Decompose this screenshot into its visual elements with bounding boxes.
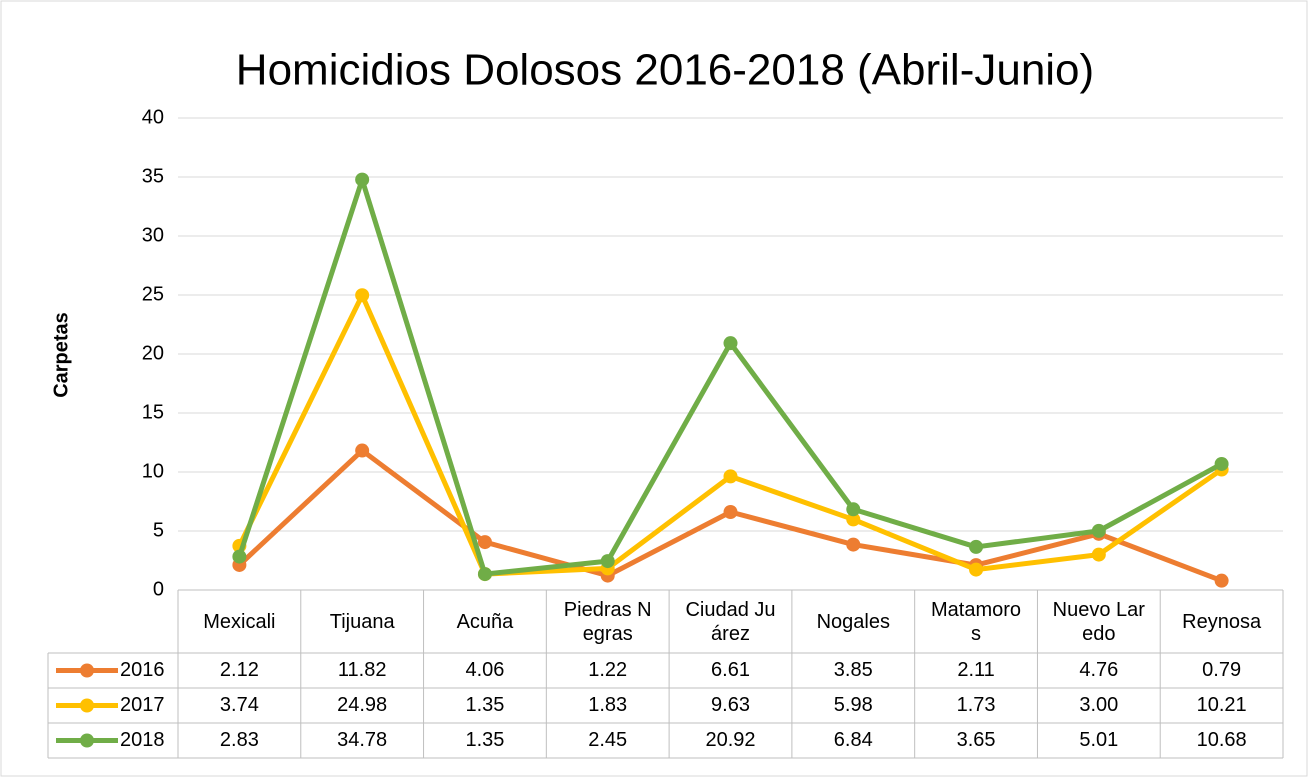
series-marker <box>1214 456 1229 471</box>
table-cell: 1.73 <box>957 694 996 716</box>
series-marker <box>969 539 984 554</box>
legend-label: 2017 <box>120 694 165 716</box>
table-cell: 2.83 <box>220 729 259 751</box>
table-cell: 5.01 <box>1079 729 1118 751</box>
x-tick-label: Ciudad Juárez <box>685 598 776 645</box>
legend-marker <box>80 698 94 713</box>
y-axis-label: Carpetas <box>50 312 72 398</box>
table-cell: 1.35 <box>465 729 504 751</box>
series-marker <box>355 443 370 458</box>
series-marker <box>846 537 861 552</box>
series-marker <box>355 172 370 187</box>
series-marker <box>1091 547 1106 562</box>
category-cell: Nogales <box>816 610 890 633</box>
table-cell: 9.63 <box>711 694 750 716</box>
category-cell: Matamoros <box>931 598 1022 645</box>
category-cell: Tijuana <box>329 610 395 633</box>
y-tick-label: 20 <box>142 342 164 364</box>
series-marker <box>969 562 984 577</box>
x-tick-label: Mexicali <box>203 610 276 633</box>
table-cell: 4.76 <box>1079 659 1118 681</box>
table-cell: 3.85 <box>834 659 873 681</box>
table-cell: 20.92 <box>705 729 755 751</box>
series-marker <box>232 549 247 564</box>
y-tick-label: 30 <box>142 224 164 246</box>
table-cell: 6.61 <box>711 659 750 681</box>
table-cell: 2.12 <box>220 659 259 681</box>
legend-label: 2018 <box>120 729 165 751</box>
category-cell: Piedras Negras <box>563 598 652 645</box>
y-tick-label: 0 <box>153 578 164 600</box>
series-marker <box>355 288 370 303</box>
table-cell: 1.83 <box>588 694 627 716</box>
x-tick-label: Acuña <box>456 610 514 633</box>
y-tick-label: 10 <box>142 460 164 482</box>
chart-title: Homicidios Dolosos 2016-2018 (Abril-Juni… <box>236 46 1094 95</box>
table-cell: 3.65 <box>957 729 996 751</box>
legend-marker <box>80 733 94 748</box>
series-marker <box>600 554 615 569</box>
table-cell: 1.35 <box>465 694 504 716</box>
y-tick-label: 35 <box>142 165 164 187</box>
x-tick-label: Reynosa <box>1182 610 1262 633</box>
series-marker <box>477 567 492 582</box>
table-cell: 2.45 <box>588 729 627 751</box>
table-cell: 10.68 <box>1197 729 1247 751</box>
x-tick-label: Tijuana <box>329 610 395 633</box>
series-marker <box>1091 523 1106 538</box>
category-cell: Nuevo Laredo <box>1052 598 1145 645</box>
series-marker <box>477 535 492 550</box>
series-marker <box>846 502 861 517</box>
table-cell: 1.22 <box>588 659 627 681</box>
table-cell: 5.98 <box>834 694 873 716</box>
table-cell: 10.21 <box>1197 694 1247 716</box>
table-cell: 3.00 <box>1079 694 1118 716</box>
series-marker <box>846 512 861 527</box>
table-cell: 6.84 <box>834 729 873 751</box>
legend-label: 2016 <box>120 659 165 681</box>
table-cell: 11.82 <box>338 659 387 681</box>
table-cell: 3.74 <box>220 694 259 716</box>
category-cell: Mexicali <box>203 610 276 633</box>
table-cell: 0.79 <box>1202 659 1241 681</box>
category-cell: Acuña <box>456 610 514 633</box>
x-tick-label: Piedras Negras <box>563 598 652 645</box>
table-cell: 4.06 <box>465 659 504 681</box>
x-tick-label: Nuevo Laredo <box>1052 598 1145 645</box>
x-tick-label: Matamoros <box>931 598 1022 645</box>
series-marker <box>1214 573 1229 588</box>
table-cell: 2.11 <box>957 659 994 681</box>
y-tick-label: 15 <box>142 401 164 423</box>
series-marker <box>723 505 738 520</box>
table-cell: 34.78 <box>337 729 387 751</box>
y-tick-label: 5 <box>153 519 164 541</box>
legend-marker <box>80 663 94 678</box>
y-tick-label: 25 <box>142 283 164 305</box>
category-cell: Reynosa <box>1182 610 1262 633</box>
series-marker <box>723 469 738 484</box>
y-tick-label: 40 <box>142 106 164 128</box>
table-cell: 24.98 <box>337 694 387 716</box>
x-tick-label: Nogales <box>816 610 890 633</box>
category-cell: Ciudad Juárez <box>685 598 776 645</box>
series-marker <box>723 336 738 351</box>
